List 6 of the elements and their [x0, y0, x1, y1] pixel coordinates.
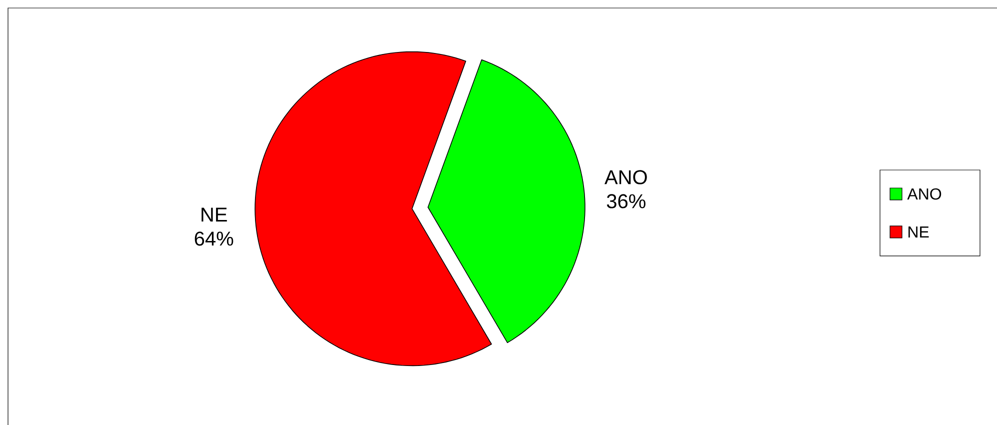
slice-label: ANO — [604, 170, 647, 184]
data-label: 64% — [194, 232, 234, 246]
legend-label: ANO — [907, 188, 942, 200]
data-label: 36% — [606, 194, 646, 208]
slice-label: NE — [202, 208, 227, 222]
legend-label: NE — [908, 226, 929, 238]
